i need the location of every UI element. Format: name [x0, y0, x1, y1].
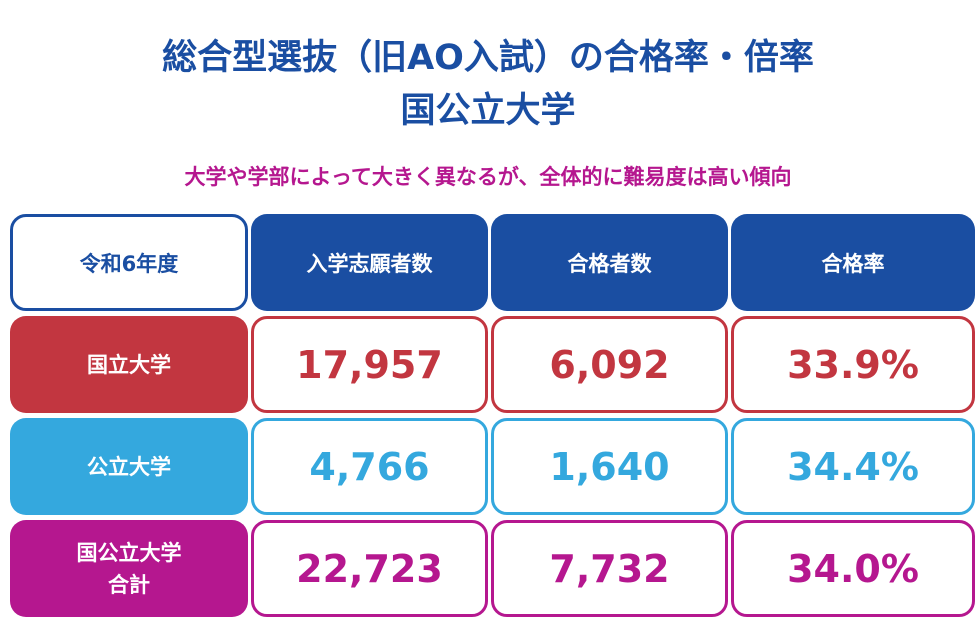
cell-rate: 34.0% — [731, 520, 975, 617]
cell-rate: 34.4% — [731, 418, 975, 515]
cell-passed: 6,092 — [491, 316, 728, 413]
row-label-text-2: 合計 — [108, 572, 150, 597]
title-line-1: 総合型選抜（旧AO入試）の合格率・倍率 — [162, 38, 814, 78]
cell-applicants: 22,723 — [251, 520, 488, 617]
row-label-text: 国公立大学 — [76, 540, 182, 565]
header-applicants: 入学志願者数 — [251, 214, 488, 311]
title-line-2: 国公立大学 — [400, 91, 576, 131]
row-label-text: 公立大学 — [87, 454, 171, 479]
cell-applicants: 4,766 — [251, 418, 488, 515]
cell-passed: 7,732 — [491, 520, 728, 617]
header-rate: 合格率 — [731, 214, 975, 311]
subtitle: 大学や学部によって大きく異なるが、全体的に難易度は高い傾向 — [184, 165, 792, 189]
row-label-total: 国公立大学 合計 — [10, 520, 248, 617]
header-passed: 合格者数 — [491, 214, 728, 311]
cell-applicants: 17,957 — [251, 316, 488, 413]
cell-passed: 1,640 — [491, 418, 728, 515]
row-label-text: 国立大学 — [87, 352, 171, 377]
cell-rate: 33.9% — [731, 316, 975, 413]
row-label-public: 公立大学 — [10, 418, 248, 515]
row-label-national: 国立大学 — [10, 316, 248, 413]
pass-rate-table: 令和6年度 入学志願者数 合格者数 合格率 国立大学 17,957 6,092 … — [10, 214, 975, 617]
header-year: 令和6年度 — [10, 214, 248, 311]
